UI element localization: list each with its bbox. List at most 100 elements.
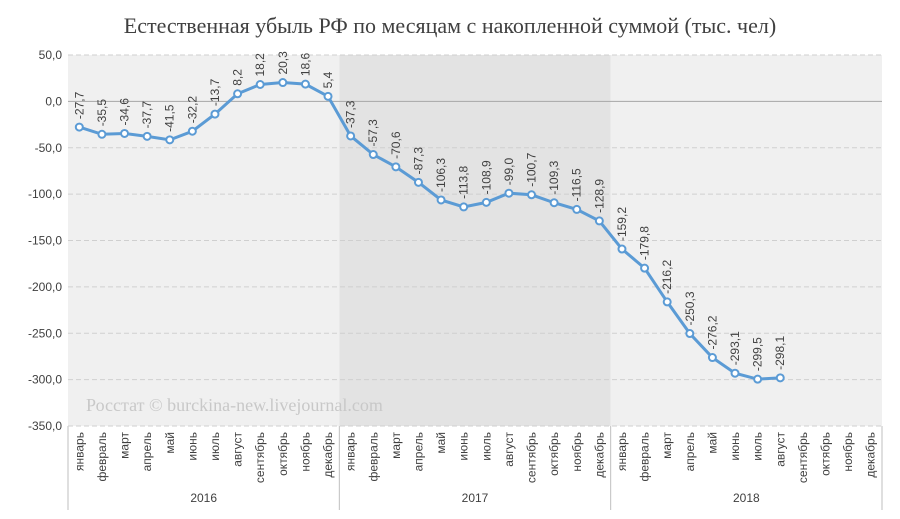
data-point — [685, 329, 695, 339]
x-tick-label: апрель — [683, 432, 697, 471]
data-point — [436, 195, 446, 205]
value-label: -159,2 — [615, 207, 629, 241]
x-tick-label: декабрь — [592, 432, 606, 478]
value-label: -106,3 — [434, 158, 448, 192]
x-tick-label: февраль — [366, 432, 380, 482]
x-tick-label: май — [705, 432, 719, 454]
group-label: 2017 — [462, 491, 489, 505]
data-point — [120, 128, 130, 138]
x-tick-label: июль — [751, 432, 765, 461]
y-tick-label: -150,0 — [28, 234, 62, 248]
value-label: 5,4 — [321, 71, 335, 88]
value-label: -116,5 — [570, 168, 584, 201]
data-point — [504, 188, 514, 198]
x-tick-label: март — [118, 432, 132, 459]
value-label: -216,2 — [660, 260, 674, 294]
value-label: -87,3 — [411, 147, 425, 175]
data-point — [572, 204, 582, 214]
watermark: Росстат © burckina-new.livejournal.com — [86, 395, 383, 415]
x-tick-label: февраль — [638, 432, 652, 482]
data-point — [730, 368, 740, 378]
y-tick-label: -100,0 — [28, 187, 62, 201]
value-label: -113,8 — [457, 165, 471, 198]
value-label: -109,3 — [547, 160, 561, 194]
data-point — [255, 79, 265, 89]
y-tick-label: 50,0 — [39, 48, 63, 62]
data-point — [481, 197, 491, 207]
x-tick-label: сентябрь — [253, 432, 267, 483]
x-tick-label: январь — [72, 432, 86, 471]
y-tick-label: -50,0 — [35, 141, 63, 155]
data-point — [300, 79, 310, 89]
data-point — [278, 78, 288, 88]
data-point — [527, 190, 537, 200]
data-point — [233, 89, 243, 99]
value-label: -128,9 — [592, 179, 606, 213]
data-point — [594, 216, 604, 226]
x-tick-label: апрель — [140, 432, 154, 471]
data-point — [617, 244, 627, 254]
x-tick-label: ноябрь — [841, 432, 855, 472]
x-tick-label: октябрь — [276, 432, 290, 476]
y-tick-label: -350,0 — [28, 419, 62, 433]
x-tick-label: декабрь — [321, 432, 335, 478]
value-label: -100,7 — [525, 152, 539, 186]
data-point — [368, 150, 378, 160]
x-tick-label: апрель — [411, 432, 425, 471]
data-point — [662, 297, 672, 307]
data-point — [346, 131, 356, 141]
value-label: -250,3 — [683, 291, 697, 325]
x-tick-label: август — [502, 432, 516, 467]
value-label: -276,2 — [705, 315, 719, 349]
data-point — [97, 129, 107, 139]
value-label: 8,2 — [231, 69, 245, 86]
value-label: -179,8 — [638, 226, 652, 260]
x-tick-label: октябрь — [547, 432, 561, 476]
value-label: -37,7 — [140, 101, 154, 129]
y-tick-label: -200,0 — [28, 280, 62, 294]
x-tick-label: ноябрь — [570, 432, 584, 472]
data-point — [323, 91, 333, 101]
data-point — [459, 202, 469, 212]
y-tick-label: -300,0 — [28, 373, 62, 387]
x-tick-label: май — [434, 432, 448, 454]
x-tick-label: июль — [479, 432, 493, 461]
x-tick-label: сентябрь — [796, 432, 810, 483]
value-label: -35,5 — [95, 99, 109, 127]
data-point — [391, 162, 401, 172]
data-point — [413, 177, 423, 187]
data-point — [549, 198, 559, 208]
value-label: -299,5 — [751, 337, 765, 371]
value-label: -37,3 — [344, 100, 358, 128]
value-label: -108,9 — [479, 160, 493, 194]
x-tick-label: июнь — [728, 432, 742, 461]
x-tick-label: июнь — [185, 432, 199, 461]
value-label: -41,5 — [163, 104, 177, 132]
x-tick-label: февраль — [95, 432, 109, 482]
value-label: 20,3 — [276, 51, 290, 75]
value-label: 18,2 — [253, 53, 267, 77]
value-label: -34,6 — [118, 98, 132, 126]
x-tick-label: июль — [208, 432, 222, 461]
value-label: -27,7 — [72, 91, 86, 119]
data-point — [187, 126, 197, 136]
data-point — [775, 373, 785, 383]
x-tick-label: октябрь — [818, 432, 832, 476]
data-point — [142, 131, 152, 141]
series-line — [78, 81, 781, 381]
value-label: 18,6 — [298, 52, 312, 76]
value-label: -13,7 — [208, 78, 222, 106]
value-label: -32,2 — [185, 96, 199, 124]
x-tick-label: январь — [615, 432, 629, 471]
group-label: 2018 — [733, 491, 760, 505]
x-tick-label: январь — [344, 432, 358, 471]
x-tick-label: ноябрь — [298, 432, 312, 472]
data-point — [74, 122, 84, 132]
value-label: -99,0 — [502, 158, 516, 186]
y-tick-label: 0,0 — [45, 94, 62, 108]
x-tick-label: март — [660, 432, 674, 459]
group-label: 2016 — [190, 491, 217, 505]
chart-title: Естественная убыль РФ по месяцам с накоп… — [124, 13, 776, 38]
data-point — [753, 374, 763, 384]
